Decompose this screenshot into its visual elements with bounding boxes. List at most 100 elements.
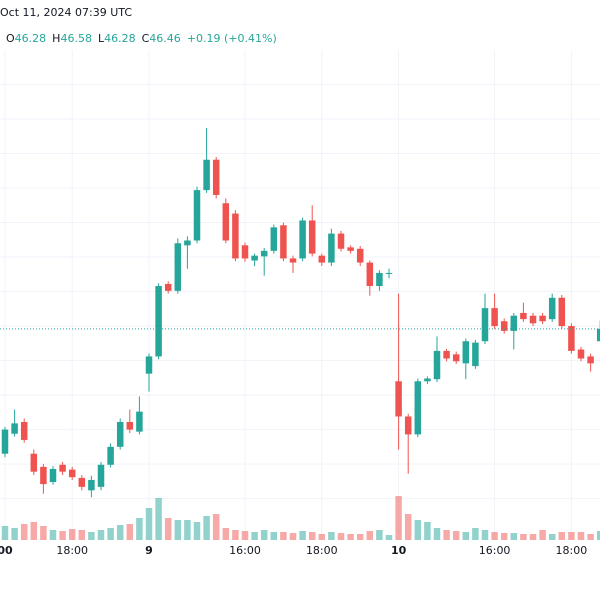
volume-bar <box>116 525 124 540</box>
ohlc-legend: O 46.28 H 46.58 L 46.28 C 46.46 +0.19 (+0.41%) <box>6 32 277 45</box>
volume-bar <box>596 531 600 540</box>
volume-bar <box>491 532 498 540</box>
candle-body <box>433 350 441 380</box>
candle-body <box>318 255 326 263</box>
candle-body <box>558 297 566 327</box>
candle-body <box>337 233 345 249</box>
volume-bar <box>126 524 134 540</box>
x-tick-label: 16:00 <box>229 544 261 557</box>
volume-bar <box>395 496 402 540</box>
volume-bar <box>280 532 287 540</box>
volume-bar <box>174 520 182 540</box>
candle-body <box>596 328 600 342</box>
volume-bar <box>222 528 230 540</box>
candle-body <box>203 159 210 191</box>
volume-bar <box>78 530 86 540</box>
header-date: Oct 11, 2024 07:39 UTC <box>0 6 132 19</box>
volume-bar <box>40 526 47 540</box>
volume-bar <box>366 531 374 540</box>
volume-bar <box>145 508 153 540</box>
x-tick-label: 10 <box>391 544 407 557</box>
candle-body <box>587 356 594 364</box>
volume-bar <box>548 534 556 540</box>
x-tick-label: 18:00 <box>306 544 338 557</box>
candle-body <box>88 479 95 491</box>
volume-bar <box>270 532 278 540</box>
candle-body <box>328 233 335 263</box>
candle-body <box>59 464 66 472</box>
x-tick-label: 9 <box>145 544 153 557</box>
volume-bar <box>318 534 326 540</box>
volume-bar <box>481 530 489 540</box>
candle-body <box>539 315 546 322</box>
candle-body <box>289 258 297 263</box>
volume-bar <box>308 532 316 540</box>
volume-bar <box>433 528 441 540</box>
legend-value: 46.46 <box>149 32 181 45</box>
volume-bar <box>193 522 201 540</box>
candle-body <box>241 245 249 259</box>
candle-body <box>155 286 162 357</box>
volume-bar <box>376 530 383 540</box>
volume-bar <box>241 531 249 540</box>
candle-body <box>452 354 460 362</box>
volume-bar <box>107 528 114 540</box>
legend-key: C <box>142 32 150 45</box>
candle-body <box>174 243 182 291</box>
volume-bar <box>260 530 268 540</box>
candle-body <box>366 262 374 287</box>
x-tick-label: 18:00 <box>556 544 588 557</box>
volume-bar <box>88 532 95 540</box>
volume-bar <box>385 535 393 540</box>
legend-key: L <box>98 32 105 45</box>
candle-body <box>164 283 172 291</box>
candle-body <box>376 272 383 287</box>
candle-body <box>481 308 489 342</box>
candle-body <box>500 321 508 331</box>
x-tick-label: 00 <box>0 544 13 557</box>
candle-body <box>529 315 537 324</box>
volume-bar <box>97 530 105 540</box>
candle-body <box>462 341 470 364</box>
candle-body <box>414 381 422 435</box>
volume-bar <box>212 514 220 540</box>
volume-bar <box>337 533 345 540</box>
candle-body <box>49 468 57 483</box>
legend-value: 46.58 <box>60 32 92 45</box>
legend-key: O <box>6 32 15 45</box>
candle-body <box>404 416 412 435</box>
candle-body <box>260 250 268 257</box>
candle-body <box>356 248 364 263</box>
volume-bar <box>49 530 57 540</box>
volume-bar <box>1 526 9 540</box>
volume-bar <box>251 532 258 540</box>
candle-body <box>424 378 431 382</box>
candle-body <box>548 297 556 320</box>
candle-body <box>308 220 316 254</box>
volume-bar <box>164 518 172 540</box>
candle-body <box>491 308 498 327</box>
volume-bar <box>184 520 191 540</box>
candle-body <box>568 326 575 351</box>
volume-bar <box>510 533 518 540</box>
candle-body <box>1 429 9 454</box>
candle-body <box>222 203 230 241</box>
candle-body <box>145 356 153 374</box>
volume-bar <box>328 532 335 540</box>
candle-body <box>97 464 105 487</box>
volume-bar <box>136 518 143 540</box>
candle-body <box>136 411 143 432</box>
x-tick-label: 16:00 <box>479 544 511 557</box>
candle-body <box>472 342 479 367</box>
candle-body <box>193 190 201 241</box>
volume-bar <box>568 532 575 540</box>
legend-value: 46.28 <box>104 32 136 45</box>
volume-bar <box>452 531 460 540</box>
volume-bar <box>462 532 470 540</box>
candle-body <box>68 469 76 478</box>
candle-body <box>385 272 393 274</box>
volume-bar <box>356 534 364 540</box>
volume-bar <box>558 532 566 540</box>
candle-body <box>232 213 239 259</box>
